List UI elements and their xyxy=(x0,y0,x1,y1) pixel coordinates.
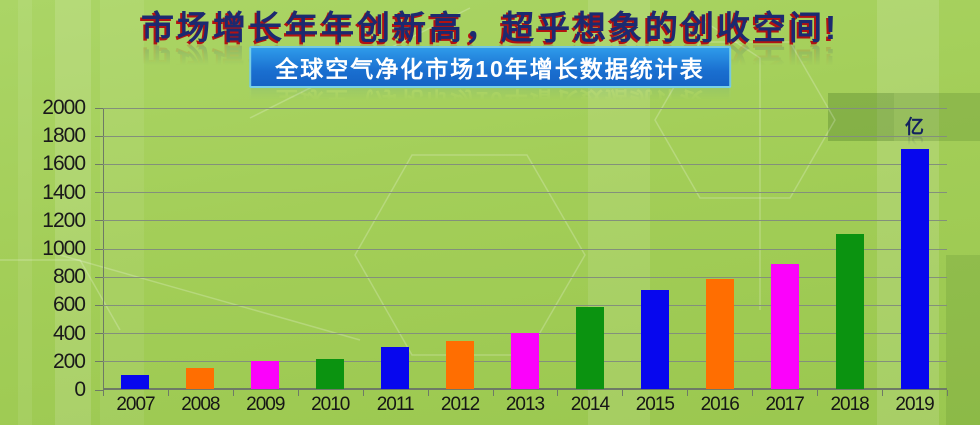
x-tick-label: 2014 xyxy=(570,394,610,415)
bar xyxy=(900,149,929,389)
x-axis-tick xyxy=(103,390,104,396)
y-axis-tick xyxy=(95,164,103,165)
x-tick-label: 2009 xyxy=(246,394,285,415)
y-tick-label: 800 xyxy=(52,265,86,289)
unit-label: 亿 xyxy=(905,117,925,138)
y-tick-label: 1400 xyxy=(42,180,86,204)
x-axis-tick xyxy=(557,390,559,396)
bar xyxy=(770,263,799,389)
x-tick-label: 2019 xyxy=(895,394,934,415)
x-tick-label: 2007 xyxy=(116,394,155,415)
x-axis-tick xyxy=(167,390,169,396)
x-axis-tick xyxy=(427,390,429,396)
y-tick-label: 400 xyxy=(52,321,86,345)
x-tick-label: 2010 xyxy=(311,394,350,415)
x-tick-label: 2011 xyxy=(376,394,415,415)
gridline xyxy=(103,164,947,165)
bar xyxy=(705,279,734,389)
x-tick-label: 2008 xyxy=(181,394,220,415)
bar xyxy=(835,233,864,389)
gridline xyxy=(103,108,947,109)
x-axis-tick xyxy=(492,390,494,396)
y-axis-tick xyxy=(95,108,103,109)
y-axis-tick xyxy=(95,192,103,193)
gridline xyxy=(103,220,947,221)
x-tick-label: 2015 xyxy=(635,394,675,415)
bar xyxy=(575,307,604,389)
y-axis-tick xyxy=(95,305,103,306)
x-tick-label: 2013 xyxy=(505,394,545,415)
x-tick-label: 2016 xyxy=(700,394,740,415)
y-tick-label: 1600 xyxy=(42,152,86,176)
gridline xyxy=(103,192,947,193)
gridline xyxy=(103,136,947,137)
y-axis-tick xyxy=(95,220,103,221)
bar xyxy=(446,341,475,389)
background-dark-patch xyxy=(946,255,980,425)
y-tick-label: 2000 xyxy=(42,96,86,119)
x-axis-tick xyxy=(882,390,884,396)
bar xyxy=(121,374,150,389)
x-tick-label: 2012 xyxy=(440,394,480,415)
x-axis-line xyxy=(103,388,947,390)
page-title: 市场增长年年创新高，超乎想象的创收空间! xyxy=(141,9,839,46)
gridline xyxy=(103,277,947,278)
y-axis-tick xyxy=(95,136,103,137)
y-axis-tick xyxy=(95,361,103,362)
y-tick-label: 1000 xyxy=(42,237,86,260)
header: 市场增长年年创新高，超乎想象的创收空间! 市场增长年年创新高，超乎想象的创收空间… xyxy=(0,0,980,123)
x-axis-tick xyxy=(362,390,364,396)
y-axis-tick xyxy=(95,277,103,278)
x-axis-labels: 2007 2008 2009 2010 2011 2012 2013 2014 2015 2016… xyxy=(103,394,947,422)
y-axis-labels: 0 200 400 600 800 1000 1200 1400 1600 1800 2000 xyxy=(0,96,95,401)
y-axis-tick xyxy=(95,390,103,391)
x-axis-tick xyxy=(232,390,234,396)
bar xyxy=(640,290,669,389)
x-axis-tick xyxy=(622,390,624,396)
gridline xyxy=(103,305,947,306)
plot-area: 亿 亿 xyxy=(95,108,948,396)
y-tick-label: 0 xyxy=(74,378,86,401)
x-axis-tick xyxy=(752,390,754,396)
bar xyxy=(316,359,345,389)
bar xyxy=(251,360,280,389)
x-axis-tick xyxy=(687,390,689,396)
y-axis-tick xyxy=(95,249,103,250)
y-axis-tick xyxy=(95,333,103,334)
x-axis-tick xyxy=(297,390,299,396)
gridline xyxy=(103,249,947,250)
y-tick-label: 1200 xyxy=(42,208,86,232)
x-tick-label: 2017 xyxy=(765,394,805,415)
x-axis-tick xyxy=(817,390,819,396)
chart-subtitle-text: 全球空气净化市场10年增长数据统计表 xyxy=(275,56,705,82)
bar xyxy=(381,346,410,389)
y-tick-label: 200 xyxy=(52,349,86,373)
x-axis-tick xyxy=(947,390,948,396)
y-tick-label: 1800 xyxy=(42,124,86,148)
bar xyxy=(186,367,215,389)
chart-subtitle-badge: 全球空气净化市场10年增长数据统计表 xyxy=(249,46,731,88)
y-tick-label: 600 xyxy=(52,293,86,317)
bar xyxy=(511,332,539,389)
x-tick-label: 2018 xyxy=(830,394,869,415)
